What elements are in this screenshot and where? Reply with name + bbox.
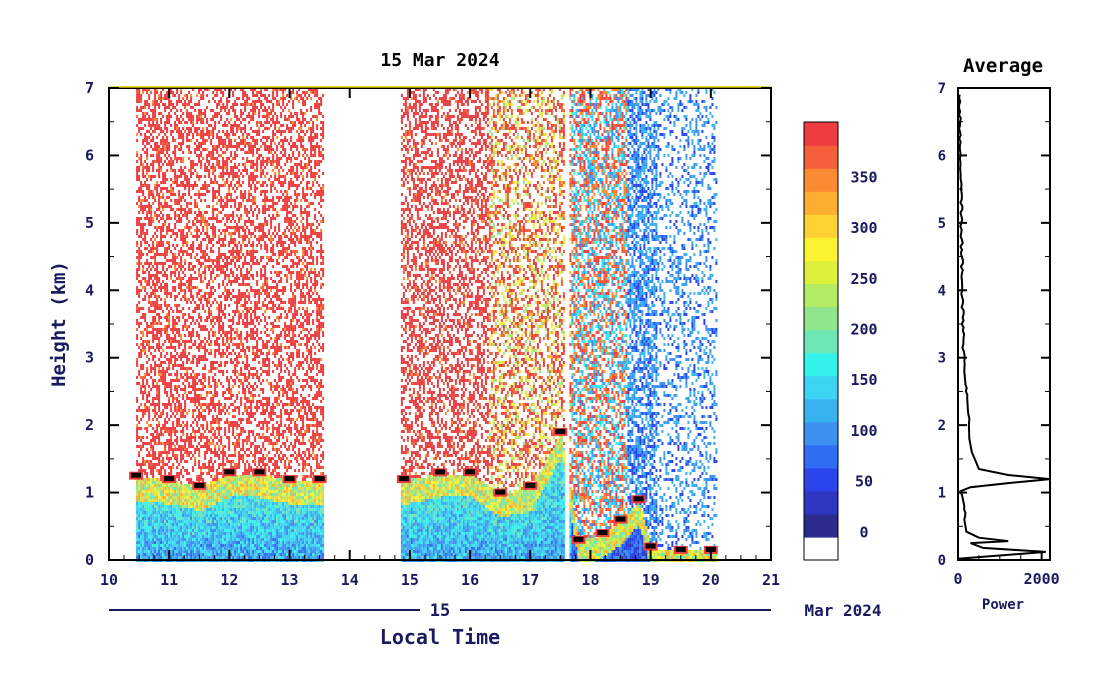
layer-mark-16 xyxy=(615,516,626,522)
layer-mark-19 xyxy=(675,546,686,552)
layer-mark-12 xyxy=(525,482,536,488)
y-tick-label-0: 0 xyxy=(85,551,94,569)
chart-title: 15 Mar 2024 xyxy=(380,50,499,71)
profile-y-tick-label-1: 1 xyxy=(938,486,946,502)
profile-x-tick-label-0: 0 xyxy=(953,570,962,588)
x-tick-label-14: 14 xyxy=(341,571,359,589)
layer-mark-20 xyxy=(705,546,716,552)
x-tick-label-20: 20 xyxy=(702,571,720,589)
layer-mark-14 xyxy=(573,536,584,542)
profile-y-tick-label-3: 3 xyxy=(938,351,946,367)
colorbar-tick-label-150: 150 xyxy=(850,371,877,389)
colorbar-cell-4 xyxy=(804,444,838,469)
x-tick-label-16: 16 xyxy=(461,571,479,589)
layer-mark-6 xyxy=(284,476,295,482)
heatmap-segment-3 xyxy=(569,88,718,562)
layer-mark-7 xyxy=(314,476,325,482)
colorbar-cell-10 xyxy=(804,306,838,331)
layer-mark-18 xyxy=(645,543,656,549)
colorbar-tick-label-200: 200 xyxy=(850,321,877,339)
profile-y-tick-label-6: 6 xyxy=(938,148,946,164)
layer-mark-2 xyxy=(164,476,175,482)
x-tick-label-19: 19 xyxy=(642,571,660,589)
month-year-label: Mar 2024 xyxy=(804,601,881,620)
colorbar-tick-label-300: 300 xyxy=(850,219,877,237)
colorbar-cell-9 xyxy=(804,329,838,354)
y-tick-label-7: 7 xyxy=(85,79,94,97)
x-axis-label: Local Time xyxy=(380,625,500,649)
layer-mark-3 xyxy=(194,482,205,488)
colorbar-cell-12 xyxy=(804,260,838,284)
profile-x-tick-label-2000: 2000 xyxy=(1024,570,1060,588)
layer-mark-15 xyxy=(597,530,608,536)
colorbar-cell-1 xyxy=(804,513,838,538)
colorbar-frame xyxy=(803,121,839,561)
colorbar-tick-label-0: 0 xyxy=(859,523,868,541)
y-tick-label-1: 1 xyxy=(85,484,94,502)
profile-x-label: Power xyxy=(982,597,1024,613)
colorbar-cell-0 xyxy=(804,536,838,561)
colorbar-cell-11 xyxy=(804,283,838,308)
cloud-layer-marks xyxy=(129,427,718,554)
heatmap-area xyxy=(136,88,718,562)
colorbar-cell-7 xyxy=(804,375,838,400)
colorbar-tick-label-350: 350 xyxy=(850,168,877,186)
colorbar-ticks: 0 50 100 150 200 250 300 350 xyxy=(850,168,877,541)
profile-y-tick-label-0: 0 xyxy=(938,553,946,569)
colorbar-cell-3 xyxy=(804,467,838,492)
profile-y-tick-label-5: 5 xyxy=(938,216,946,232)
y-tick-label-5: 5 xyxy=(85,214,94,232)
colorbar-tick-label-50: 50 xyxy=(855,473,873,491)
x-tick-label-10: 10 xyxy=(100,571,118,589)
layer-mark-1 xyxy=(131,472,142,478)
x-tick-label-21: 21 xyxy=(762,571,780,589)
x-tick-label-11: 11 xyxy=(160,571,178,589)
colorbar-cell-13 xyxy=(804,237,838,261)
layer-mark-11 xyxy=(495,489,506,495)
heatmap-segment-1 xyxy=(136,88,325,562)
colorbar-cell-17 xyxy=(804,145,838,169)
colorbar-cell-15 xyxy=(804,191,838,215)
layer-mark-4 xyxy=(224,469,235,475)
x-tick-label-17: 17 xyxy=(521,571,539,589)
x-tick-label-15: 15 xyxy=(401,571,419,589)
profile-line xyxy=(957,94,1051,560)
profile-y-tick-label-4: 4 xyxy=(938,283,946,299)
layer-mark-9 xyxy=(435,469,445,475)
y-tick-label-4: 4 xyxy=(85,281,94,299)
y-tick-label-6: 6 xyxy=(85,146,94,164)
colorbar-cell-2 xyxy=(804,490,838,515)
colorbar-cell-5 xyxy=(804,421,838,446)
profile-title: Average xyxy=(963,55,1043,77)
colorbar-cell-16 xyxy=(804,168,838,192)
colorbar-cell-14 xyxy=(804,214,838,238)
profile-frame xyxy=(957,87,1051,561)
layer-mark-17 xyxy=(633,496,644,502)
colorbar-cell-8 xyxy=(804,352,838,377)
y-tick-label-2: 2 xyxy=(85,416,94,434)
profile-axes: 0 1 2 3 4 5 6 7 0 2000 xyxy=(938,81,1060,588)
x-tick-label-18: 18 xyxy=(581,571,599,589)
layer-mark-8 xyxy=(398,476,409,482)
layer-mark-10 xyxy=(465,469,476,475)
colorbar-tick-label-100: 100 xyxy=(850,422,877,440)
layer-mark-13 xyxy=(555,428,566,434)
colorbar-cell-6 xyxy=(804,398,838,423)
y-tick-label-3: 3 xyxy=(85,349,94,367)
heatmap-segment-2 xyxy=(400,88,565,562)
colorbar-tick-label-250: 250 xyxy=(850,270,877,288)
x-tick-label-12: 12 xyxy=(220,571,238,589)
colorbar-cell-18 xyxy=(804,122,838,146)
day-label: 15 xyxy=(430,601,450,621)
y-axis-label: Height (km) xyxy=(48,261,70,387)
x-tick-label-13: 13 xyxy=(281,571,299,589)
profile-y-tick-label-7: 7 xyxy=(938,81,946,97)
profile-y-tick-label-2: 2 xyxy=(938,418,946,434)
colorbar xyxy=(803,121,839,561)
layer-mark-5 xyxy=(254,469,265,475)
